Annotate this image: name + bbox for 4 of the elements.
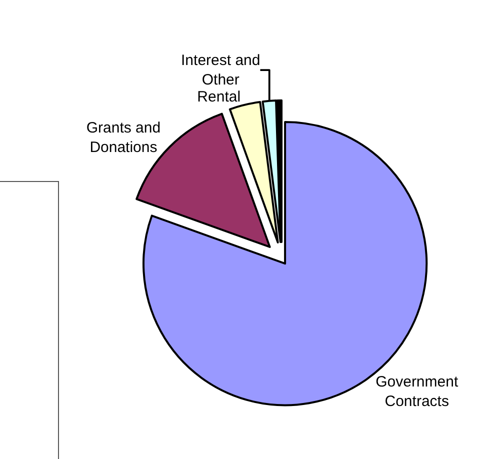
slice-label: Grants and Donations [86,119,161,156]
slice-label: Government Contracts [376,373,459,410]
slice-label: Interest and Other [181,52,260,88]
slice-label: Rental [197,88,241,106]
